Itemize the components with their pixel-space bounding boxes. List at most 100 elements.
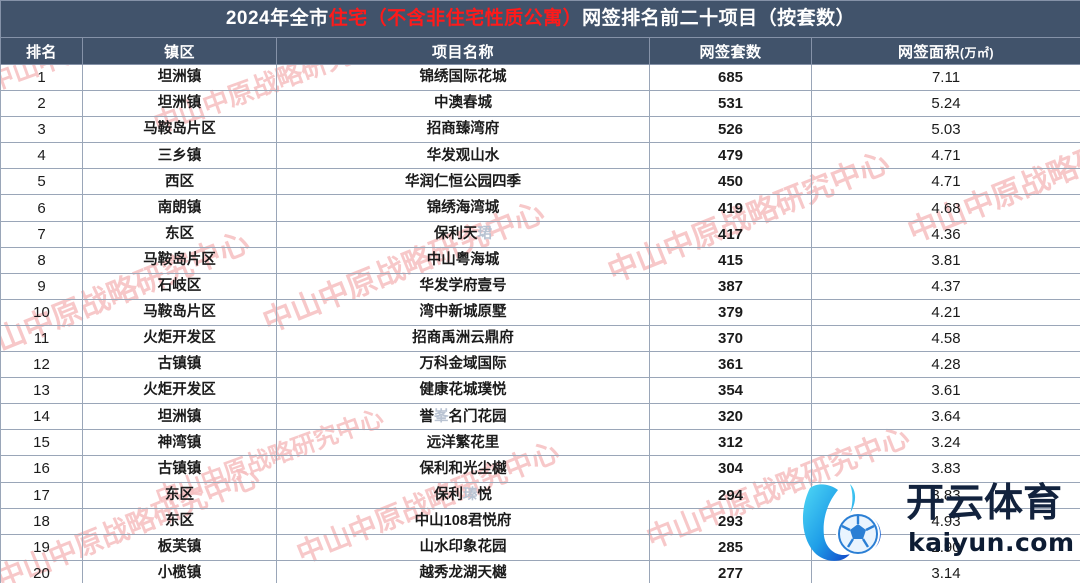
cell-project: 越秀龙湖天樾	[276, 559, 650, 583]
cell-rank: 9	[0, 272, 83, 300]
cell-units: 293	[649, 507, 812, 535]
cell-town: 东区	[82, 481, 277, 509]
cell-project: 锦绣海湾城	[276, 194, 650, 222]
column-header-area-label: 网签面积	[898, 43, 961, 61]
column-header-rank-label: 排名	[25, 43, 57, 61]
cell-project: 保利瑧悦	[276, 481, 650, 509]
cell-rank: 11	[0, 324, 83, 353]
cell-town: 神湾镇	[82, 429, 277, 457]
cell-town: 西区	[82, 168, 277, 196]
cell-units: 450	[649, 168, 812, 196]
table-row: 9 石岐区 华发学府壹号 387 4.37	[0, 272, 1080, 300]
cell-town: 马鞍岛片区	[82, 246, 277, 274]
table-row: 7 东区 保利天珺 417 4.36	[0, 220, 1080, 248]
cell-town: 三乡镇	[82, 142, 277, 170]
rare-glyph: 珺	[477, 225, 493, 242]
cell-area: 4.58	[810, 324, 1080, 353]
cell-town: 南朗镇	[82, 194, 277, 222]
cell-town: 坦洲镇	[82, 403, 277, 431]
table-row: 14 坦洲镇 誉峯名门花园 320 3.64	[0, 403, 1080, 431]
cell-project: 中澳春城	[276, 90, 650, 118]
cell-area: 3.83	[810, 455, 1080, 483]
table-row: 6 南朗镇 锦绣海湾城 419 4.68	[0, 194, 1080, 222]
rare-glyph: 峯	[434, 408, 449, 425]
cell-project: 保利天珺	[276, 220, 650, 248]
column-header-town: 镇区	[82, 37, 277, 65]
cell-town: 马鞍岛片区	[82, 116, 277, 144]
title-highlight: 住宅（不含非住宅性质公寓）	[328, 8, 583, 29]
column-header-units: 网签套数	[649, 37, 812, 65]
cell-units: 354	[649, 377, 812, 405]
table-row: 17 东区 保利瑧悦 294 3.83	[0, 481, 1080, 509]
table-row: 11 火炬开发区 招商禹洲云鼎府 370 4.58	[0, 324, 1080, 353]
cell-town: 坦洲镇	[82, 90, 277, 118]
cell-town: 马鞍岛片区	[82, 298, 277, 326]
cell-rank: 5	[0, 168, 83, 196]
cell-rank: 18	[0, 507, 83, 535]
table-row: 1 坦洲镇 锦绣国际花城 685 7.11	[0, 63, 1080, 92]
cell-units: 312	[649, 429, 812, 457]
cell-units: 531	[649, 90, 812, 118]
cell-area: 4.93	[810, 507, 1080, 535]
cell-project: 中山108君悦府	[276, 507, 650, 535]
table-row: 20 小榄镇 越秀龙湖天樾 277 3.14	[0, 559, 1080, 583]
cell-project: 万科金域国际	[276, 351, 650, 379]
cell-project: 远洋繁花里	[276, 429, 650, 457]
cell-area: 4.71	[810, 168, 1080, 196]
cell-units: 415	[649, 246, 812, 274]
cell-town: 东区	[82, 220, 277, 248]
cell-units: 685	[649, 63, 812, 92]
cell-town: 火炬开发区	[82, 324, 277, 353]
cell-project: 招商禹洲云鼎府	[276, 324, 650, 353]
cell-project: 山水印象花园	[276, 533, 650, 561]
cell-area: 4.21	[810, 298, 1080, 326]
cell-area: 2.90	[810, 533, 1080, 561]
cell-rank: 17	[0, 481, 83, 509]
table-row: 10 马鞍岛片区 湾中新城原墅 379 4.21	[0, 298, 1080, 326]
cell-project: 中山粤海城	[276, 246, 650, 274]
cell-rank: 4	[0, 142, 83, 170]
table-row: 13 火炬开发区 健康花城璞悦 354 3.61	[0, 377, 1080, 405]
cell-rank: 1	[0, 63, 83, 92]
cell-units: 479	[649, 142, 812, 170]
cell-area: 4.37	[810, 272, 1080, 300]
title-suffix: 网签排名前二十项目（按套数）	[582, 8, 856, 29]
cell-area: 3.81	[810, 246, 1080, 274]
cell-rank: 16	[0, 455, 83, 483]
cell-project: 湾中新城原墅	[276, 298, 650, 326]
cell-rank: 20	[0, 559, 83, 583]
table-row: 15 神湾镇 远洋繁花里 312 3.24	[0, 429, 1080, 457]
cell-rank: 10	[0, 298, 83, 326]
cell-town: 石岐区	[82, 272, 277, 300]
title-prefix: 2024年全市	[225, 8, 329, 29]
cell-units: 387	[649, 272, 812, 300]
cell-area: 4.68	[810, 194, 1080, 222]
cell-rank: 8	[0, 246, 83, 274]
cell-rank: 12	[0, 351, 83, 379]
column-header-units-label: 网签套数	[699, 43, 762, 61]
table-header-row: 排名 镇区 项目名称 网签套数 网签面积(万㎡)	[0, 37, 1080, 65]
table-row: 3 马鞍岛片区 招商臻湾府 526 5.03	[0, 116, 1080, 144]
table-row: 5 西区 华润仁恒公园四季 450 4.71	[0, 168, 1080, 196]
cell-area: 5.24	[810, 90, 1080, 118]
cell-town: 坦洲镇	[82, 63, 277, 92]
cell-town: 东区	[82, 507, 277, 535]
cell-project: 华发观山水	[276, 142, 650, 170]
column-header-area: 网签面积(万㎡)	[810, 37, 1080, 65]
cell-units: 419	[649, 194, 812, 222]
cell-area: 4.28	[810, 351, 1080, 379]
column-header-town-label: 镇区	[163, 43, 195, 61]
cell-rank: 13	[0, 377, 83, 405]
table-title-row: 2024年全市住宅（不含非住宅性质公寓）网签排名前二十项目（按套数）	[0, 0, 1080, 38]
cell-town: 古镇镇	[82, 351, 277, 379]
cell-project: 健康花城璞悦	[276, 377, 650, 405]
cell-area: 5.03	[810, 116, 1080, 144]
cell-project: 招商臻湾府	[276, 116, 650, 144]
cell-units: 526	[649, 116, 812, 144]
cell-rank: 19	[0, 533, 83, 561]
cell-rank: 2	[0, 90, 83, 118]
cell-units: 285	[649, 533, 812, 561]
cell-project: 华润仁恒公园四季	[276, 168, 650, 196]
cell-town: 古镇镇	[82, 455, 277, 483]
